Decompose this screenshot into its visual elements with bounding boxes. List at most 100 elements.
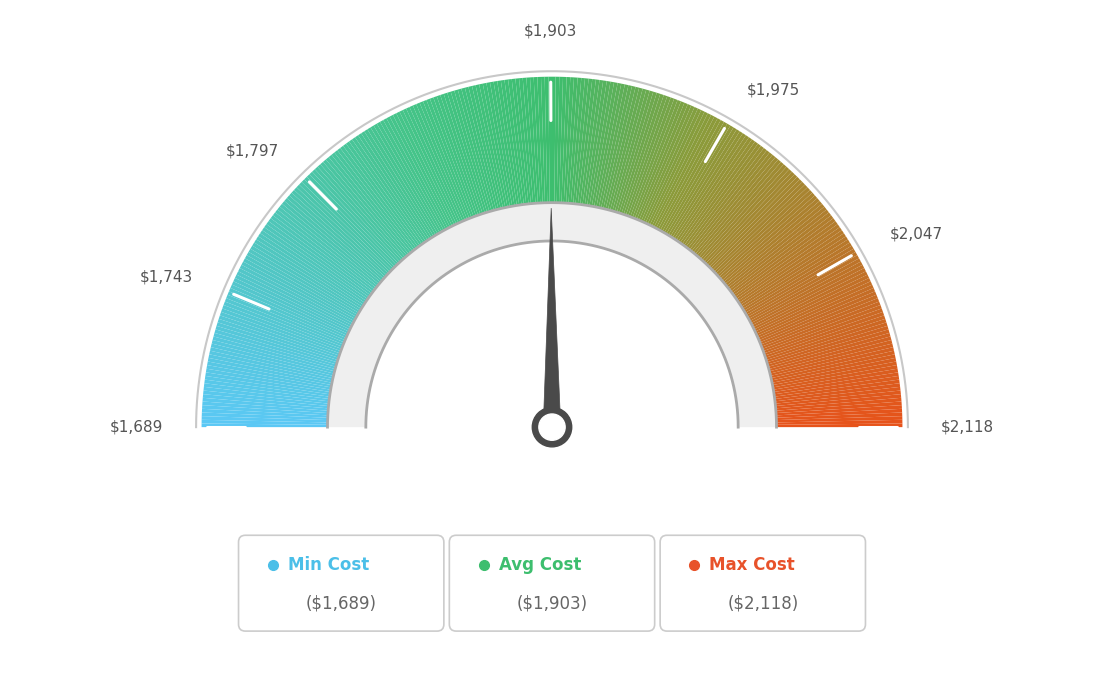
- Wedge shape: [440, 94, 482, 215]
- Wedge shape: [760, 295, 878, 344]
- Wedge shape: [251, 246, 360, 313]
- Wedge shape: [221, 308, 341, 353]
- Wedge shape: [214, 329, 337, 367]
- Circle shape: [539, 414, 565, 440]
- Wedge shape: [205, 368, 330, 392]
- Wedge shape: [279, 204, 379, 286]
- Wedge shape: [747, 255, 859, 319]
- Text: $1,743: $1,743: [140, 270, 193, 285]
- Wedge shape: [273, 213, 374, 291]
- Wedge shape: [215, 326, 337, 364]
- Wedge shape: [204, 383, 329, 402]
- Wedge shape: [771, 351, 894, 380]
- Wedge shape: [320, 162, 405, 259]
- Wedge shape: [744, 246, 853, 313]
- Wedge shape: [774, 380, 900, 399]
- Wedge shape: [465, 87, 498, 210]
- Wedge shape: [776, 424, 902, 427]
- Wedge shape: [205, 376, 330, 397]
- Wedge shape: [566, 77, 577, 204]
- Wedge shape: [571, 78, 585, 204]
- Wedge shape: [508, 79, 527, 204]
- Wedge shape: [556, 77, 563, 203]
- Wedge shape: [684, 144, 761, 247]
- Wedge shape: [380, 120, 444, 232]
- Wedge shape: [209, 354, 332, 383]
- Wedge shape: [487, 82, 512, 206]
- Wedge shape: [776, 416, 902, 422]
- Text: $1,903: $1,903: [524, 23, 577, 39]
- Wedge shape: [677, 135, 749, 242]
- Text: $2,118: $2,118: [941, 420, 994, 435]
- Wedge shape: [248, 249, 359, 315]
- Wedge shape: [245, 255, 357, 319]
- Wedge shape: [718, 190, 813, 277]
- Wedge shape: [203, 387, 329, 404]
- FancyBboxPatch shape: [449, 535, 655, 631]
- Wedge shape: [601, 85, 631, 208]
- Wedge shape: [656, 117, 718, 229]
- Wedge shape: [493, 81, 517, 206]
- Wedge shape: [622, 94, 664, 215]
- Wedge shape: [268, 218, 372, 295]
- FancyBboxPatch shape: [238, 535, 444, 631]
- Wedge shape: [564, 77, 574, 203]
- Wedge shape: [672, 131, 743, 239]
- Wedge shape: [617, 92, 657, 213]
- Wedge shape: [763, 305, 882, 351]
- Wedge shape: [619, 92, 660, 214]
- Wedge shape: [210, 351, 333, 380]
- Wedge shape: [461, 88, 496, 210]
- Wedge shape: [712, 182, 805, 272]
- Wedge shape: [753, 271, 868, 329]
- Wedge shape: [725, 204, 825, 286]
- Wedge shape: [737, 230, 843, 303]
- Wedge shape: [202, 416, 328, 422]
- Wedge shape: [700, 164, 786, 260]
- Wedge shape: [633, 100, 681, 219]
- Wedge shape: [206, 365, 331, 390]
- Wedge shape: [680, 139, 755, 244]
- Wedge shape: [771, 347, 894, 378]
- Text: $1,975: $1,975: [746, 83, 799, 98]
- Text: ($1,689): ($1,689): [306, 595, 376, 613]
- Wedge shape: [654, 115, 714, 228]
- Wedge shape: [258, 233, 365, 305]
- Wedge shape: [763, 308, 883, 353]
- Wedge shape: [368, 128, 436, 237]
- Wedge shape: [630, 99, 678, 217]
- Wedge shape: [254, 239, 362, 309]
- Wedge shape: [635, 101, 684, 219]
- Wedge shape: [639, 104, 691, 221]
- Wedge shape: [294, 187, 389, 275]
- Wedge shape: [225, 298, 343, 346]
- Wedge shape: [326, 157, 408, 256]
- Wedge shape: [562, 77, 571, 203]
- Wedge shape: [768, 337, 891, 371]
- Wedge shape: [648, 110, 704, 225]
- Wedge shape: [246, 252, 358, 317]
- Wedge shape: [693, 155, 775, 254]
- Wedge shape: [297, 185, 390, 273]
- Wedge shape: [756, 282, 872, 336]
- Wedge shape: [329, 155, 411, 254]
- Wedge shape: [219, 315, 339, 357]
- Wedge shape: [775, 383, 900, 402]
- Wedge shape: [665, 124, 731, 234]
- Wedge shape: [603, 86, 636, 209]
- Wedge shape: [454, 90, 491, 212]
- Wedge shape: [775, 394, 901, 408]
- Wedge shape: [340, 146, 418, 248]
- Text: Min Cost: Min Cost: [288, 556, 369, 574]
- Wedge shape: [468, 86, 501, 209]
- Wedge shape: [287, 195, 383, 280]
- Wedge shape: [705, 172, 795, 265]
- Wedge shape: [637, 103, 688, 220]
- Wedge shape: [765, 319, 887, 360]
- Wedge shape: [750, 262, 862, 323]
- Wedge shape: [444, 92, 485, 214]
- Wedge shape: [745, 249, 856, 315]
- Wedge shape: [670, 129, 740, 237]
- Wedge shape: [355, 135, 427, 242]
- Text: Max Cost: Max Cost: [710, 556, 795, 574]
